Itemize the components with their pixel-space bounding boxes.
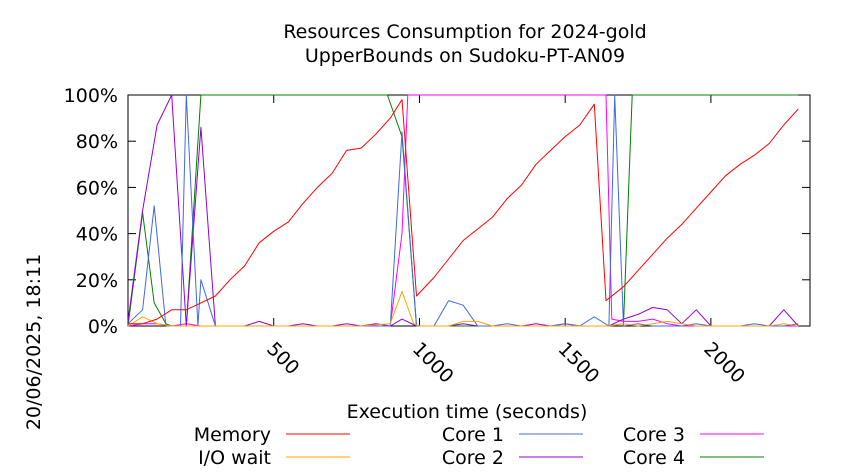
- legend-label-i-o-wait: I/O wait: [198, 447, 271, 469]
- legend-label-core-1: Core 1: [442, 424, 504, 446]
- y-axis: 0% 20% 40% 60% 80% 100%: [64, 85, 810, 338]
- y-tick-label: 0%: [88, 316, 118, 338]
- x-axis-label: Execution time (seconds): [347, 401, 588, 423]
- y-tick-label: 100%: [64, 85, 118, 107]
- chart-title: Resources Consumption for 2024-gold: [283, 21, 646, 43]
- series-line-memory: [128, 99, 799, 325]
- series-lines: [127, 94, 799, 327]
- legend-label-core-4: Core 4: [623, 447, 685, 469]
- timestamp-label: 20/06/2025, 18:11: [23, 254, 45, 430]
- legend-label-memory: Memory: [194, 424, 271, 446]
- legend-label-core-3: Core 3: [623, 424, 685, 446]
- y-tick-label: 40%: [76, 224, 118, 246]
- y-tick-label: 80%: [76, 131, 118, 153]
- series-line-i-o-wait: [127, 290, 799, 327]
- y-tick-label: 20%: [76, 270, 118, 292]
- chart-subtitle: UpperBounds on Sudoku-PT-AN09: [305, 45, 625, 67]
- legend-label-core-2: Core 2: [442, 447, 504, 469]
- y-tick-label: 60%: [76, 177, 118, 199]
